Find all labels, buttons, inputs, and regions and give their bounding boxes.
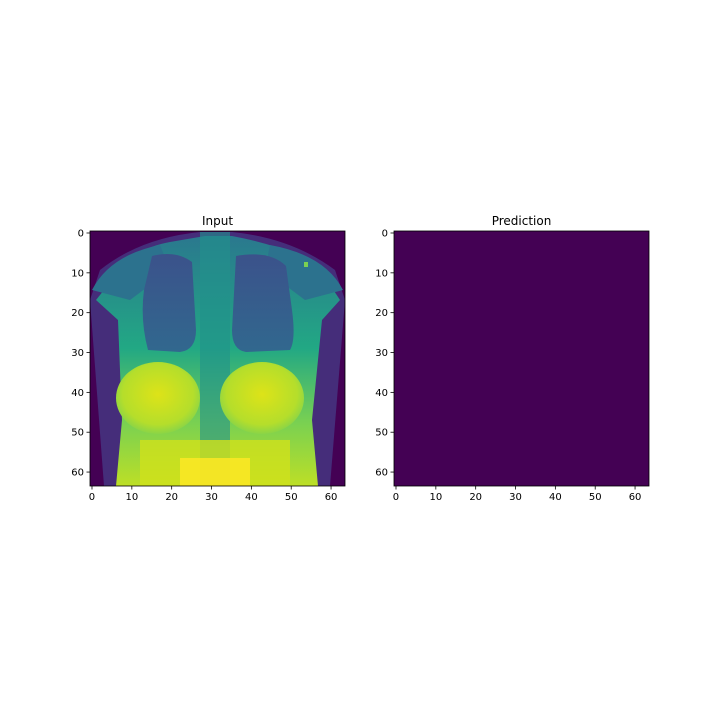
prediction-y-tick-label: 0 [382,228,388,239]
prediction-axes: Prediction 0 10 20 30 40 50 60 0 10 20 30 40 50 60 [375,214,650,503]
input-y-tick-label: 50 [71,428,84,439]
prediction-x-tick-label: 60 [629,492,642,503]
prediction-x-tick-label: 10 [429,492,442,503]
prediction-title: Prediction [492,214,552,228]
input-y-tick-label: 40 [71,388,84,399]
input-x-tick-label: 40 [245,492,258,503]
input-title: Input [202,214,233,228]
input-y-tick-label: 0 [78,228,84,239]
input-y-tick-label: 20 [71,308,84,319]
prediction-image [394,231,649,486]
input-y-tick-label: 10 [71,268,84,279]
prediction-x-tick-label: 30 [509,492,522,503]
input-x-tick-label: 20 [165,492,178,503]
prediction-x-tick-label: 50 [589,492,602,503]
prediction-x-ticks: 0 10 20 30 40 50 60 [393,486,642,503]
input-x-tick-label: 50 [285,492,298,503]
input-x-ticks: 0 10 20 30 40 50 60 [89,486,338,503]
prediction-y-tick-label: 30 [375,348,388,359]
prediction-y-ticks: 0 10 20 30 40 50 60 [375,228,394,479]
input-y-tick-label: 60 [71,468,84,479]
prediction-y-tick-label: 10 [375,268,388,279]
prediction-y-tick-label: 50 [375,428,388,439]
prediction-y-tick-label: 60 [375,468,388,479]
input-y-ticks: 0 10 20 30 40 50 60 [71,228,90,479]
input-x-tick-label: 30 [205,492,218,503]
input-x-tick-label: 0 [89,492,95,503]
input-y-tick-label: 30 [71,348,84,359]
prediction-x-tick-label: 40 [549,492,562,503]
prediction-y-tick-label: 20 [375,308,388,319]
prediction-x-tick-label: 20 [469,492,482,503]
input-x-tick-label: 10 [125,492,138,503]
input-x-tick-label: 60 [325,492,338,503]
prediction-x-tick-label: 0 [393,492,399,503]
prediction-y-tick-label: 40 [375,388,388,399]
input-image [90,231,345,486]
